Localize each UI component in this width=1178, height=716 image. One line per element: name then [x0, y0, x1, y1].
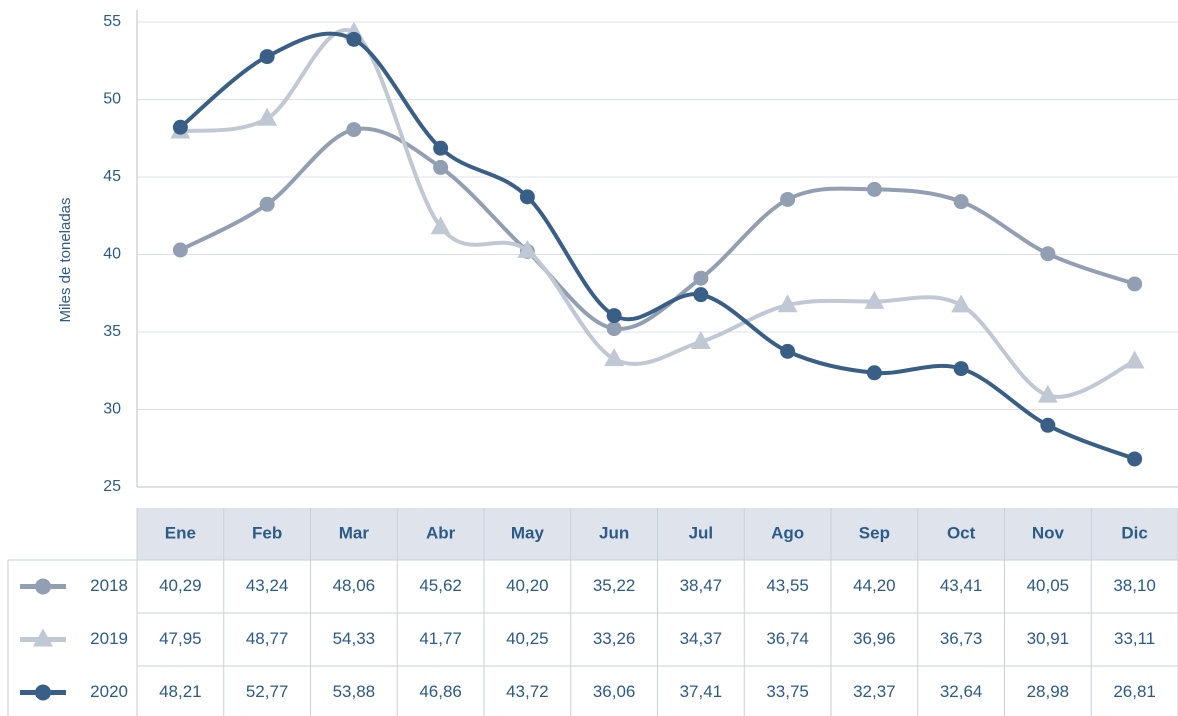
marker	[346, 31, 362, 47]
series-line	[180, 28, 1136, 399]
marker	[606, 321, 622, 337]
marker	[433, 159, 449, 175]
marker	[864, 290, 885, 309]
marker	[1037, 384, 1058, 403]
table-header: Oct	[947, 523, 976, 542]
table-cell: 33,26	[593, 629, 636, 648]
table-cell: 36,74	[766, 629, 809, 648]
marker	[517, 239, 538, 258]
table-cell: 48,06	[333, 576, 376, 595]
series-line	[179, 31, 1136, 461]
table-cell: 34,37	[680, 629, 723, 648]
marker	[519, 189, 535, 205]
marker	[259, 49, 275, 65]
marker	[953, 194, 969, 210]
y-tick-label: 50	[103, 91, 121, 108]
table-header: Nov	[1032, 523, 1065, 542]
y-axis-label: Miles de toneladas	[57, 197, 74, 322]
table-cell: 32,37	[853, 682, 896, 701]
marker	[1040, 246, 1056, 262]
series-line	[179, 126, 1136, 331]
marker	[690, 330, 711, 349]
y-tick-label: 40	[103, 246, 121, 263]
legend-marker	[33, 628, 53, 647]
legend-label: 2020	[90, 682, 128, 701]
table-cell: 40,05	[1027, 576, 1070, 595]
table-cell: 36,06	[593, 682, 636, 701]
legend-marker	[35, 578, 51, 595]
marker	[172, 242, 188, 258]
legend-label: 2019	[90, 629, 128, 648]
legend-marker	[35, 684, 51, 701]
table-header: Jul	[689, 523, 714, 542]
table-cell: 40,20	[506, 576, 549, 595]
table-cell: 40,29	[159, 576, 202, 595]
table-cell: 37,41	[680, 682, 723, 701]
marker	[1124, 350, 1145, 369]
marker	[780, 343, 796, 359]
table-header: Abr	[426, 523, 456, 542]
table-cell: 48,77	[246, 629, 289, 648]
table-cell: 43,41	[940, 576, 983, 595]
marker	[693, 270, 709, 286]
marker	[951, 294, 972, 313]
y-tick-label: 30	[103, 401, 121, 418]
marker	[866, 365, 882, 381]
table-cell: 32,64	[940, 682, 983, 701]
marker	[953, 361, 969, 377]
table-cell: 33,11	[1114, 629, 1155, 648]
marker	[780, 191, 796, 207]
table-header: Dic	[1121, 523, 1147, 542]
marker	[1127, 276, 1143, 292]
marker	[259, 196, 275, 212]
marker	[606, 308, 622, 324]
table-cell: 35,22	[593, 576, 636, 595]
table-cell: 53,88	[333, 682, 376, 701]
table-cell: 28,98	[1027, 682, 1070, 701]
table-cell: 43,24	[246, 576, 289, 595]
table-cell: 36,73	[940, 629, 983, 648]
marker	[1127, 451, 1143, 467]
table-cell: 45,62	[419, 576, 462, 595]
table-cell: 33,75	[766, 682, 809, 701]
marker	[777, 294, 798, 313]
legend-label: 2018	[90, 576, 128, 595]
table-cell: 41,77	[419, 629, 462, 648]
table-cell: 38,47	[680, 576, 723, 595]
table-header: Ene	[165, 523, 196, 542]
table-header: Mar	[339, 523, 370, 542]
table-cell: 43,55	[766, 576, 809, 595]
table-header: Jun	[599, 523, 629, 542]
marker	[172, 119, 188, 135]
table-header: Sep	[859, 523, 890, 542]
marker	[430, 216, 451, 235]
table-header: Feb	[252, 523, 282, 542]
marker	[866, 181, 882, 197]
table-header: Ago	[771, 523, 804, 542]
marker	[257, 107, 278, 126]
y-tick-label: 45	[103, 168, 121, 185]
table-cell: 30,91	[1027, 629, 1070, 648]
table-cell: 47,95	[159, 629, 202, 648]
marker	[433, 140, 449, 156]
table-cell: 52,77	[246, 682, 289, 701]
table-cell: 46,86	[419, 682, 462, 701]
marker	[693, 287, 709, 303]
table-cell: 36,96	[853, 629, 896, 648]
table-cell: 44,20	[853, 576, 896, 595]
table-header: May	[511, 523, 545, 542]
table-cell: 48,21	[159, 682, 202, 701]
table-cell: 40,25	[506, 629, 549, 648]
marker	[346, 122, 362, 138]
table-cell: 38,10	[1113, 576, 1156, 595]
table-cell: 43,72	[506, 682, 549, 701]
y-tick-label: 35	[103, 323, 121, 340]
marker	[604, 348, 625, 367]
table-cell: 54,33	[333, 629, 376, 648]
y-tick-label: 55	[103, 13, 121, 30]
table-cell: 26,81	[1113, 682, 1156, 701]
marker	[1040, 417, 1056, 433]
y-tick-label: 25	[103, 478, 121, 495]
